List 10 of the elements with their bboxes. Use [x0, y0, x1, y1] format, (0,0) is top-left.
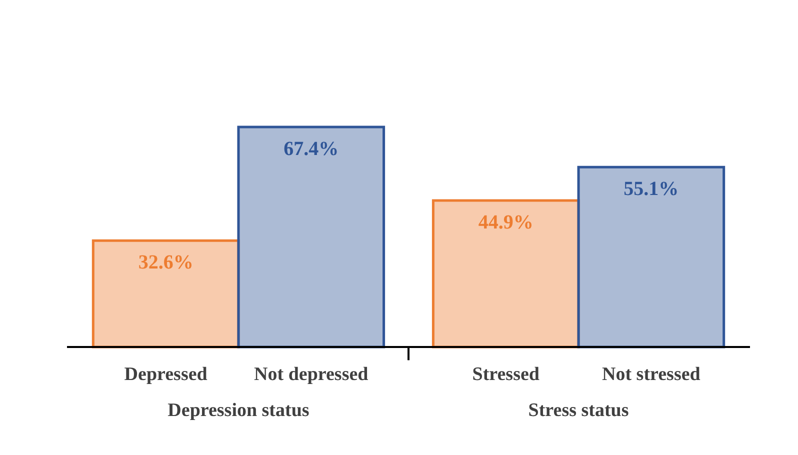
text: Stress status	[528, 400, 629, 421]
x-tick-label: Not depressed	[254, 364, 369, 385]
text: Depression status	[168, 400, 310, 421]
data-label: 32.6%	[138, 252, 194, 274]
data-label: 44.9%	[478, 211, 534, 234]
data-label: 67.4%	[284, 138, 339, 160]
x-tick-label: Not stressed	[602, 364, 701, 385]
data-label: 55.1%	[624, 178, 679, 200]
x-tick-label: Stressed	[472, 364, 540, 385]
x-tick-label: Depressed	[124, 364, 208, 385]
